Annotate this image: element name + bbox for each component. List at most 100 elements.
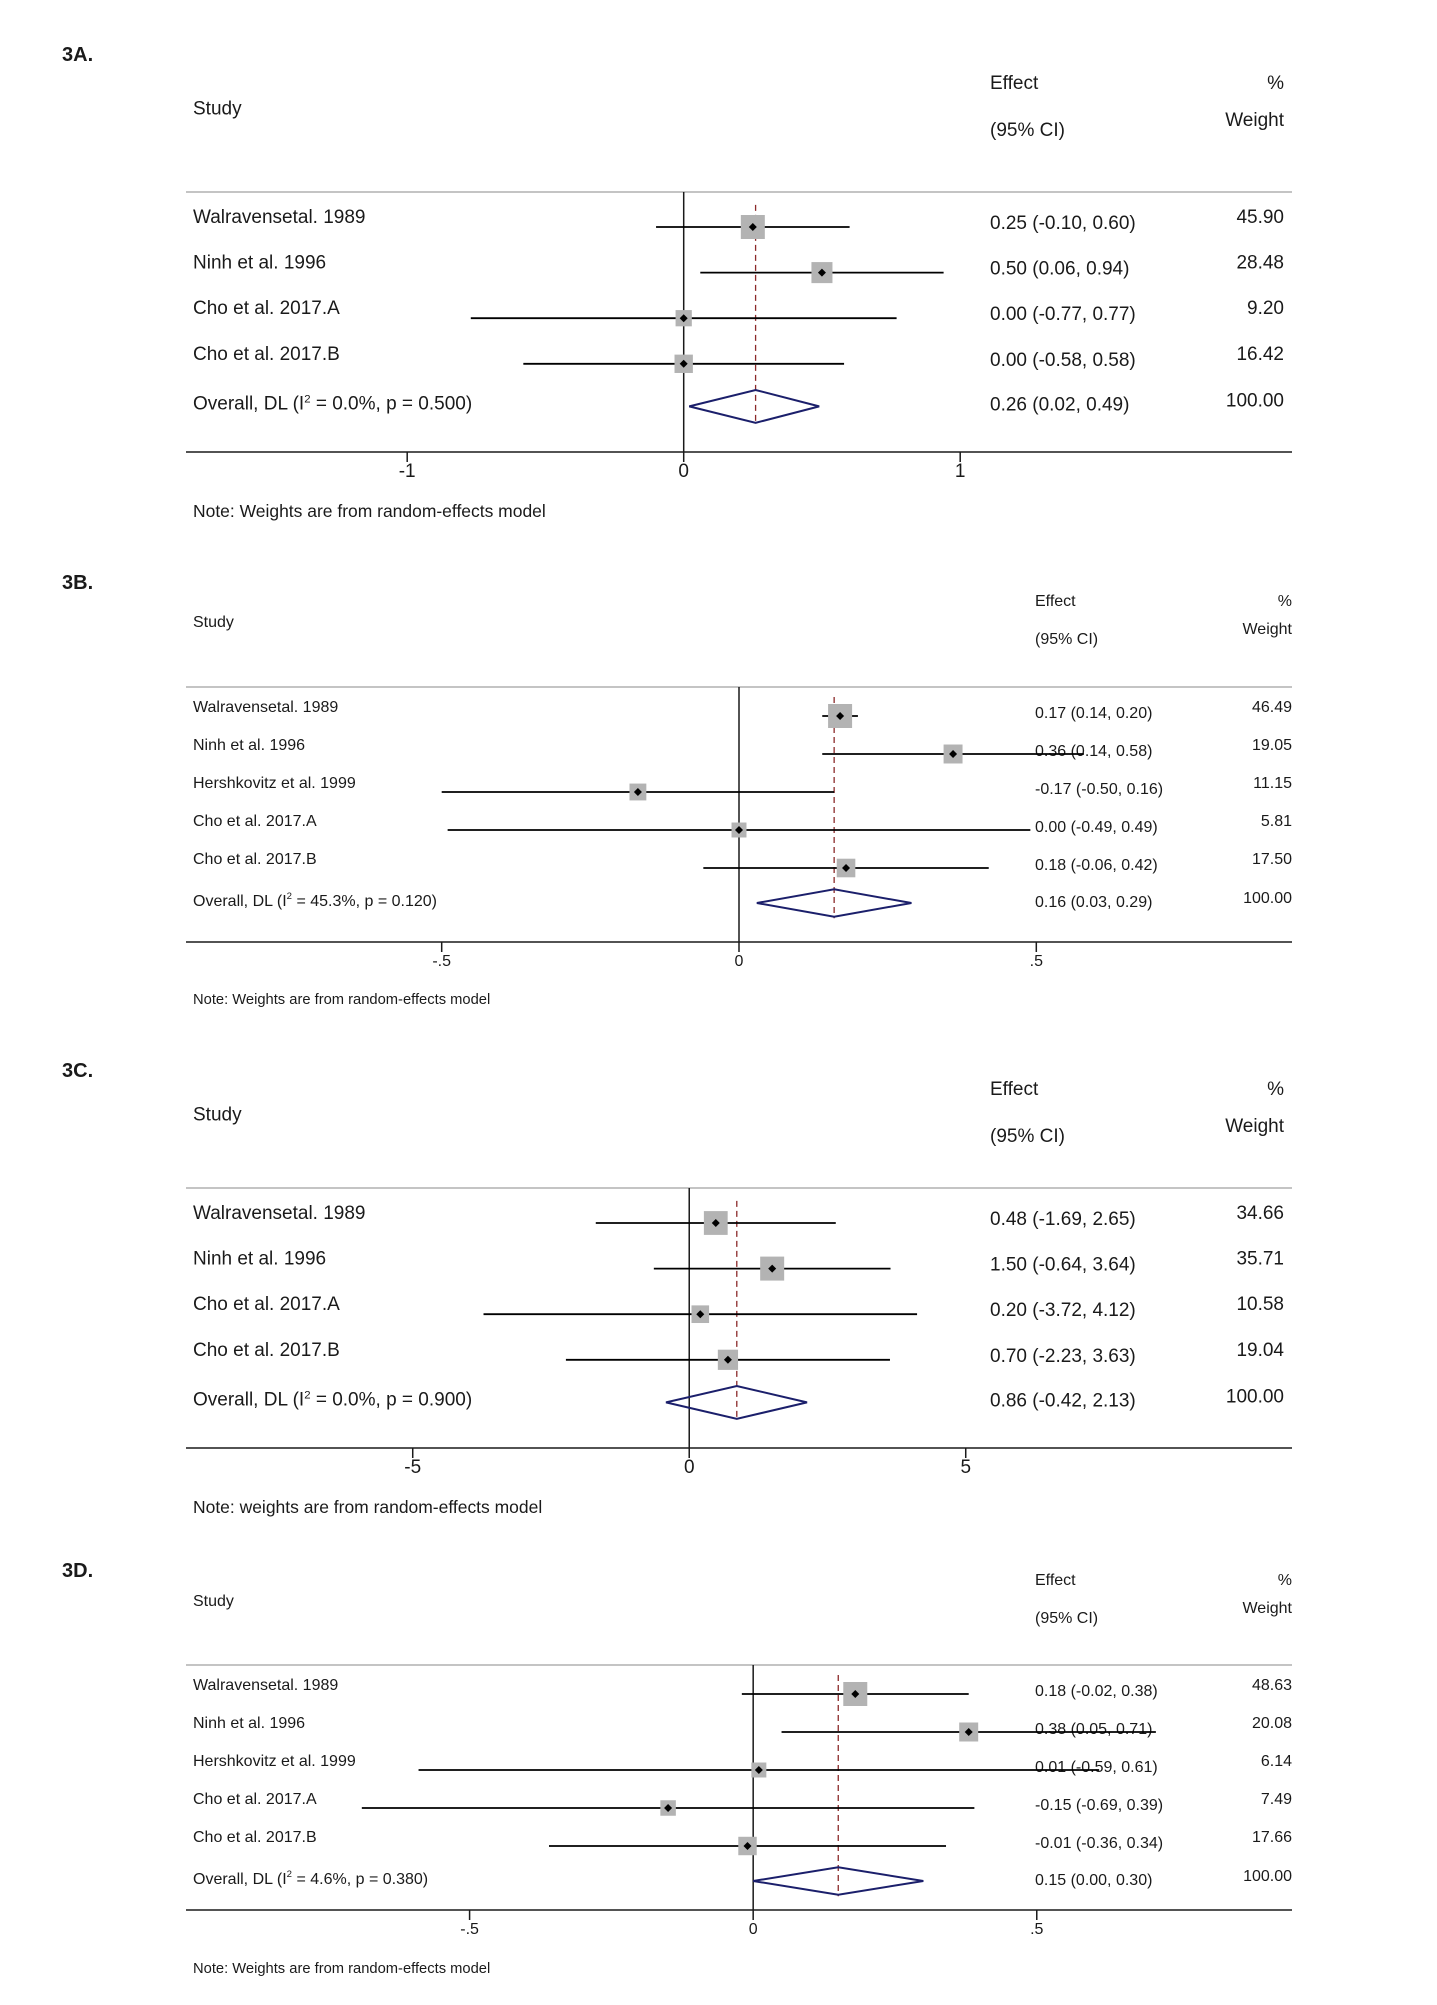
study-name: Walravensetal. 1989 bbox=[193, 1677, 338, 1694]
study-ci-text: 0.18 (-0.02, 0.38) bbox=[1035, 1683, 1158, 1700]
study-point-estimate bbox=[754, 1766, 763, 1774]
study-ci-text: 0.48 (-1.69, 2.65) bbox=[990, 1209, 1136, 1230]
study-weight-text: 45.90 bbox=[1236, 207, 1284, 228]
weight-header: Weight bbox=[1225, 1116, 1285, 1137]
forest-plot-svg: Effect % Study (95% CI) Weight -.5 0 .5 Walraven… bbox=[186, 1572, 1293, 1977]
overall-weight-text: 100.00 bbox=[1226, 390, 1284, 411]
effect-header: Effect bbox=[1035, 1572, 1076, 1589]
forest-plot-svg: Effect % Study (95% CI) Weight -5 0 5 Walravense… bbox=[186, 1079, 1292, 1517]
weight-header: Weight bbox=[1242, 1600, 1292, 1617]
study-ci-text: 0.25 (-0.10, 0.60) bbox=[990, 213, 1136, 234]
overall-weight-text: 100.00 bbox=[1243, 1868, 1292, 1885]
study-name: Cho et al. 2017.A bbox=[193, 1294, 340, 1315]
ci-header: (95% CI) bbox=[1035, 1610, 1098, 1627]
overall-weight-text: 100.00 bbox=[1226, 1386, 1284, 1407]
study-point-estimate bbox=[842, 864, 851, 872]
weights-note: Note: Weights are from random-effects mo… bbox=[193, 1961, 490, 1977]
study-weight-text: 19.05 bbox=[1252, 737, 1292, 754]
study-header: Study bbox=[193, 1593, 234, 1610]
overall-diamond bbox=[756, 888, 912, 918]
study-name: Cho et al. 2017.B bbox=[193, 1829, 317, 1846]
percent-header: % bbox=[1267, 1079, 1284, 1100]
forest-panel-3b: 3B. Effect% Study (95% CI) Weight -.5 0 .5 Walr… bbox=[0, 572, 1437, 1032]
weights-note: Note: Weights are from random-effects mo… bbox=[193, 501, 546, 521]
x-tick-label: -5 bbox=[404, 1457, 421, 1478]
study-name: Cho et al. 2017.A bbox=[193, 1791, 317, 1808]
ci-header: (95% CI) bbox=[1035, 631, 1098, 648]
study-point-estimate bbox=[711, 1219, 720, 1227]
weight-header: Weight bbox=[1242, 621, 1292, 638]
study-point-estimate bbox=[633, 788, 642, 796]
forest-panel-3d: 3D. Effect% Study (95% CI) Weight -.5 0 .5 Walr… bbox=[0, 1560, 1437, 2000]
study-name: Cho et al. 2017.B bbox=[193, 1340, 340, 1361]
study-ci-text: 0.00 (-0.58, 0.58) bbox=[990, 350, 1136, 371]
x-tick-label: -.5 bbox=[432, 953, 451, 970]
study-weight-text: 16.42 bbox=[1236, 344, 1284, 365]
study-point-estimate bbox=[851, 1690, 860, 1698]
study-ci-text: 0.36 (0.14, 0.58) bbox=[1035, 743, 1152, 760]
percent-header: % bbox=[1278, 593, 1292, 610]
overall-diamond bbox=[753, 1866, 924, 1896]
study-ci-text: 0.00 (-0.77, 0.77) bbox=[990, 304, 1136, 325]
study-header: Study bbox=[193, 614, 234, 631]
study-ci-text: -0.01 (-0.36, 0.34) bbox=[1035, 1835, 1163, 1852]
study-ci-text: 0.38 (0.05, 0.71) bbox=[1035, 1721, 1152, 1738]
study-name: Cho et al. 2017.A bbox=[193, 813, 317, 830]
study-ci-text: 0.00 (-0.49, 0.49) bbox=[1035, 819, 1158, 836]
study-weight-text: 28.48 bbox=[1236, 253, 1284, 274]
study-point-estimate bbox=[743, 1842, 752, 1850]
study-ci-text: -0.15 (-0.69, 0.39) bbox=[1035, 1797, 1163, 1814]
x-tick-label: 5 bbox=[960, 1457, 971, 1478]
study-name: Cho et al. 2017.A bbox=[193, 298, 340, 319]
overall-diamond bbox=[688, 388, 820, 424]
weight-header: Weight bbox=[1225, 110, 1285, 131]
study-weight-text: 7.49 bbox=[1261, 1791, 1292, 1808]
study-weight-text: 19.04 bbox=[1236, 1340, 1284, 1361]
study-point-estimate bbox=[817, 268, 826, 277]
study-point-estimate bbox=[748, 223, 757, 231]
study-name: Ninh et al. 1996 bbox=[193, 1715, 305, 1732]
study-name: Hershkovitz et al. 1999 bbox=[193, 1753, 356, 1770]
x-tick-label: -.5 bbox=[460, 1921, 479, 1938]
study-name: Hershkovitz et al. 1999 bbox=[193, 775, 356, 792]
effect-header: Effect bbox=[990, 73, 1039, 94]
panel-label: 3B. bbox=[62, 572, 94, 594]
study-point-estimate bbox=[949, 750, 958, 758]
study-point-estimate bbox=[679, 359, 688, 368]
forest-plot-svg: Effect % Study (95% CI) Weight -1 0 1 Walravense… bbox=[186, 73, 1292, 521]
panel-label: 3C. bbox=[62, 1060, 94, 1082]
overall-ci-text: 0.26 (0.02, 0.49) bbox=[990, 394, 1129, 415]
percent-header: % bbox=[1267, 73, 1284, 94]
ci-header: (95% CI) bbox=[990, 1126, 1065, 1147]
overall-ci-text: 0.15 (0.00, 0.30) bbox=[1035, 1872, 1152, 1889]
study-ci-text: 0.17 (0.14, 0.20) bbox=[1035, 705, 1152, 722]
study-weight-text: 11.15 bbox=[1253, 775, 1292, 792]
study-ci-text: 0.50 (0.06, 0.94) bbox=[990, 259, 1129, 280]
study-point-estimate bbox=[664, 1804, 673, 1812]
study-ci-text: 0.70 (-2.23, 3.63) bbox=[990, 1346, 1136, 1367]
study-ci-text: 0.01 (-0.59, 0.61) bbox=[1035, 1759, 1158, 1776]
x-tick-label: 0 bbox=[684, 1457, 695, 1478]
percent-header: % bbox=[1278, 1572, 1292, 1589]
study-weight-text: 6.14 bbox=[1261, 1753, 1292, 1770]
study-name: Ninh et al. 1996 bbox=[193, 737, 305, 754]
study-ci-text: 0.20 (-3.72, 4.12) bbox=[990, 1300, 1136, 1321]
study-header: Study bbox=[193, 99, 242, 120]
study-ci-text: 1.50 (-0.64, 3.64) bbox=[990, 1255, 1136, 1276]
study-point-estimate bbox=[679, 314, 688, 323]
study-point-estimate bbox=[836, 712, 845, 720]
overall-label: Overall, DL (I2 = 45.3%, p = 0.120) bbox=[193, 891, 437, 910]
weights-note: Note: Weights are from random-effects mo… bbox=[193, 992, 490, 1008]
study-name: Ninh et al. 1996 bbox=[193, 253, 326, 274]
study-weight-text: 9.20 bbox=[1247, 298, 1284, 319]
study-point-estimate bbox=[696, 1310, 705, 1319]
overall-label: Overall, DL (I2 = 4.6%, p = 0.380) bbox=[193, 1869, 428, 1888]
study-name: Ninh et al. 1996 bbox=[193, 1249, 326, 1270]
overall-weight-text: 100.00 bbox=[1243, 890, 1292, 907]
panel-label: 3A. bbox=[62, 44, 94, 66]
study-point-estimate bbox=[964, 1728, 973, 1736]
study-weight-text: 10.58 bbox=[1236, 1294, 1284, 1315]
effect-header: Effect bbox=[990, 1079, 1039, 1100]
study-weight-text: 34.66 bbox=[1236, 1203, 1284, 1224]
forest-panel-3a: 3A. Effect% Study (95% CI) Weight -1 0 1 Walrav… bbox=[0, 44, 1437, 544]
